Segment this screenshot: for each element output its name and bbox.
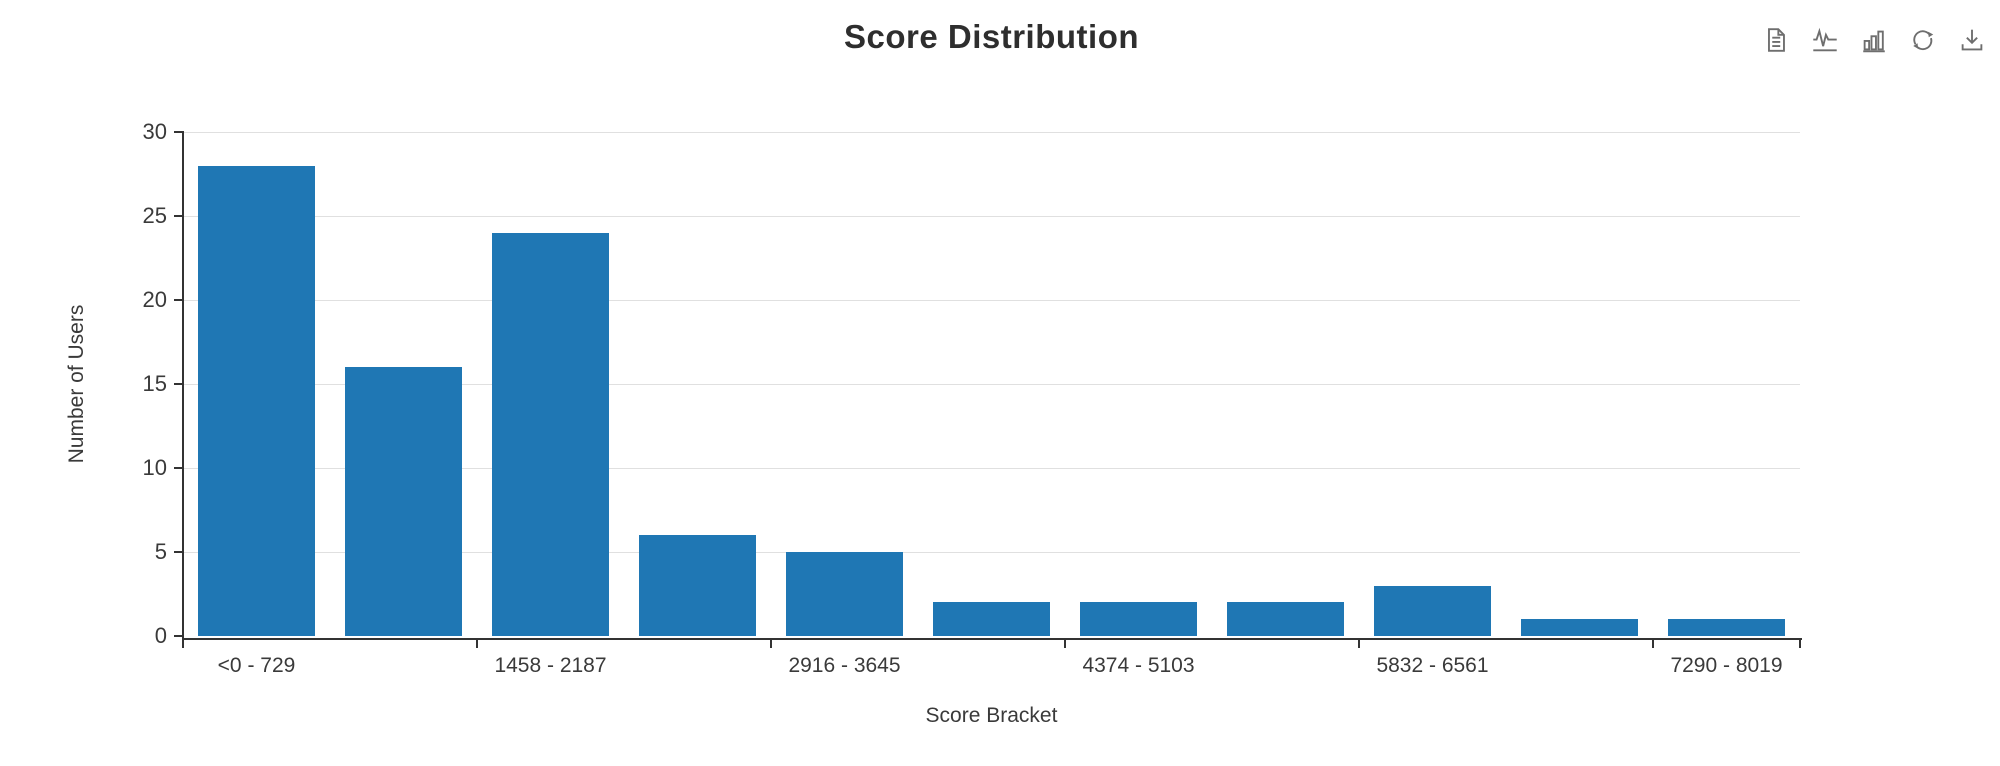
y-tick-label: 25 [142, 203, 167, 228]
y-tick-label: 10 [142, 455, 167, 480]
x-tick-mark [1358, 638, 1360, 648]
download-icon[interactable] [1956, 24, 1988, 56]
x-tick-label: 4374 - 5103 [1082, 654, 1195, 677]
chart-title: Score Distribution [843, 18, 1140, 55]
x-tick-mark [1064, 638, 1066, 648]
y-tick-mark [174, 299, 183, 301]
bar[interactable] [344, 367, 463, 636]
y-tick-label: 20 [142, 287, 167, 312]
x-tick-label: 2916 - 3645 [788, 654, 901, 677]
y-tick-mark [174, 467, 183, 469]
x-tick-mark [1652, 638, 1654, 648]
y-tick-mark [174, 215, 183, 217]
y-tick-label: 30 [142, 119, 167, 144]
x-tick-mark [770, 638, 772, 648]
x-tick-mark [476, 638, 478, 648]
line-chart-icon[interactable] [1809, 24, 1841, 56]
data-view-icon[interactable] [1760, 24, 1792, 56]
y-tick-label: 5 [154, 539, 167, 564]
bar[interactable] [197, 165, 316, 636]
y-tick-label: 0 [154, 623, 167, 648]
y-tick-mark [174, 383, 183, 385]
y-gridline [183, 467, 1800, 469]
y-tick-mark [174, 131, 183, 133]
bar[interactable] [638, 535, 757, 636]
x-tick-mark [182, 638, 184, 648]
y-tick-mark [174, 635, 183, 637]
x-axis-title: Score Bracket [925, 704, 1058, 727]
y-axis-title: Number of Users [65, 304, 88, 464]
x-tick-label: 1458 - 2187 [494, 654, 607, 677]
x-tick-label: <0 - 729 [217, 654, 296, 677]
y-gridline [183, 131, 1800, 133]
bar[interactable] [1226, 602, 1345, 636]
bar[interactable] [932, 602, 1051, 636]
bar-chart-icon[interactable] [1858, 24, 1890, 56]
x-tick-label: 5832 - 6561 [1376, 654, 1489, 677]
bar[interactable] [1520, 619, 1639, 636]
y-axis-line [182, 131, 184, 640]
bar[interactable] [1373, 585, 1492, 636]
x-tick-mark [1799, 638, 1801, 648]
restore-icon[interactable] [1907, 24, 1939, 56]
bar[interactable] [491, 232, 610, 636]
bar[interactable] [785, 552, 904, 636]
x-tick-label: 7290 - 8019 [1670, 654, 1783, 677]
y-tick-label: 15 [142, 371, 167, 396]
bar[interactable] [1667, 619, 1786, 636]
y-gridline [183, 383, 1800, 385]
y-gridline [183, 299, 1800, 301]
x-axis-line [182, 638, 1802, 640]
y-gridline [183, 215, 1800, 217]
bar[interactable] [1079, 602, 1198, 636]
y-gridline [183, 551, 1800, 553]
toolbox [1760, 24, 1988, 56]
y-tick-mark [174, 551, 183, 553]
